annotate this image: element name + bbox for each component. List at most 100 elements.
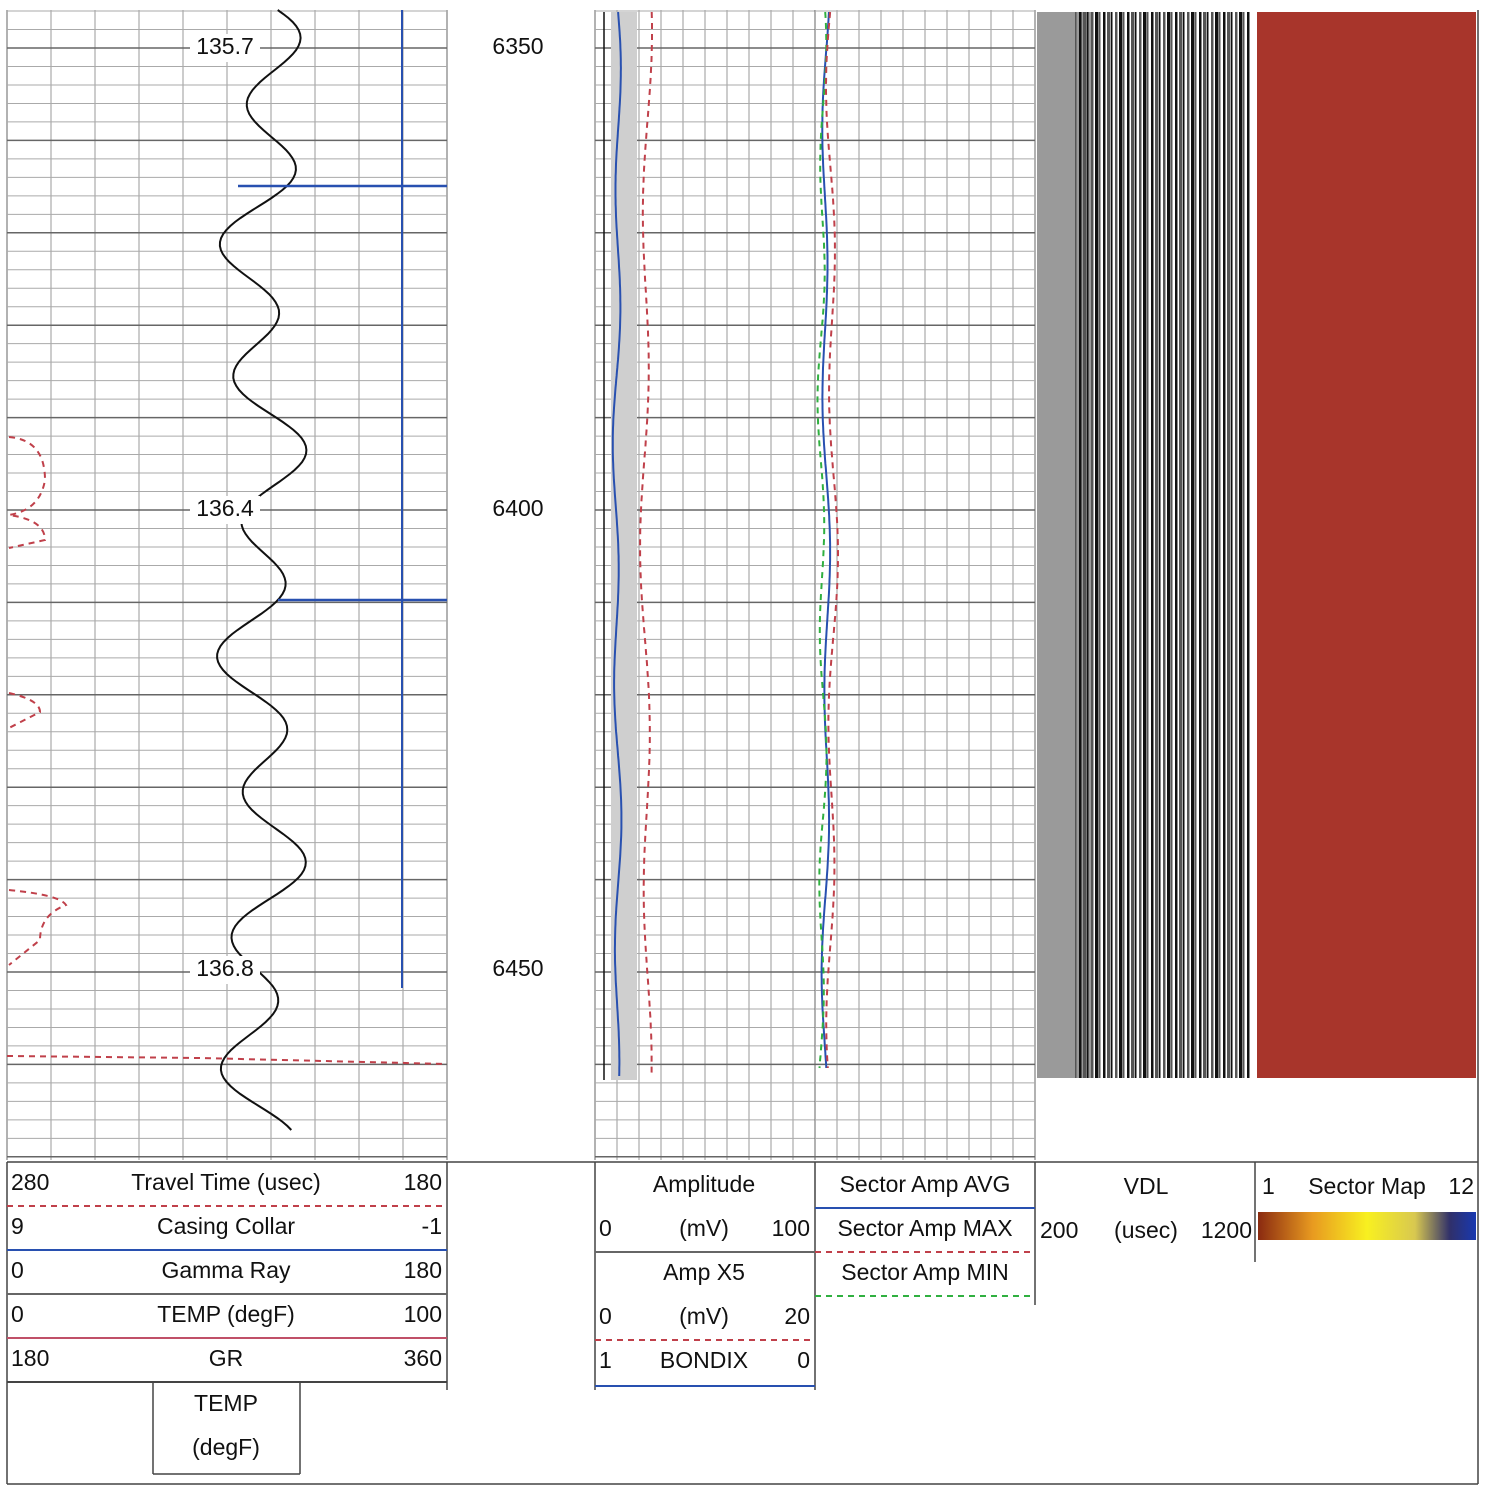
sector-max-curve xyxy=(825,11,839,1069)
temp-box-label: (degF) xyxy=(192,1434,260,1460)
vdl-stripe xyxy=(1119,12,1123,1078)
track-mark: 136.8 xyxy=(196,955,254,981)
vdl-stripe xyxy=(1195,12,1197,1078)
scale-max: 180 xyxy=(404,1257,442,1283)
vdl-stripe xyxy=(1087,12,1089,1078)
depth-label: 6450 xyxy=(492,955,543,981)
vdl-stripe xyxy=(1207,12,1209,1078)
curve-name: TEMP (degF) xyxy=(157,1301,295,1327)
vdl-stripe xyxy=(1107,12,1111,1078)
mark-bg xyxy=(190,956,260,984)
vdl-stripe xyxy=(1247,12,1250,1078)
curve-name: BONDIX xyxy=(660,1347,748,1373)
vdl-stripe xyxy=(1191,12,1195,1078)
scale-max: 180 xyxy=(404,1169,442,1195)
scale-min: 0 xyxy=(599,1303,612,1329)
vdl-stripe xyxy=(1103,12,1106,1078)
scale-min: 1 xyxy=(599,1347,612,1373)
vdl-stripe xyxy=(1235,12,1238,1078)
vdl-stripe xyxy=(1079,12,1082,1078)
vdl-stripe xyxy=(1231,12,1233,1078)
scale-min: 1 xyxy=(1262,1173,1275,1199)
depth-label: 6400 xyxy=(492,495,543,521)
vdl-stripe xyxy=(1159,12,1161,1078)
mark-bg xyxy=(190,34,260,62)
travel-time-curve xyxy=(6,1055,448,1065)
scale-min: 0 xyxy=(11,1257,24,1283)
vdl-stripe xyxy=(1211,12,1214,1078)
vdl-name: VDL xyxy=(1124,1173,1169,1199)
temp-blob xyxy=(8,436,47,549)
track-mark: 135.7 xyxy=(196,33,254,59)
scale-max: 100 xyxy=(404,1301,442,1327)
curve-name: Sector Amp AVG xyxy=(840,1171,1011,1197)
vdl-stripe xyxy=(1219,12,1221,1078)
vdl-stripe xyxy=(1183,12,1185,1078)
scale-min: 9 xyxy=(11,1213,24,1239)
scale-max: 100 xyxy=(772,1215,810,1241)
gr-curve xyxy=(216,9,308,1131)
curve-name: Sector Amp MAX xyxy=(837,1215,1012,1241)
vdl-stripe xyxy=(1199,12,1202,1078)
scale-unit: (mV) xyxy=(679,1215,729,1241)
vdl-stripe xyxy=(1143,12,1147,1078)
vdl-stripe xyxy=(1243,12,1245,1078)
curve-name: Gamma Ray xyxy=(161,1257,291,1283)
vdl-stripe xyxy=(1239,12,1243,1078)
amp-x5-curve xyxy=(639,11,653,1077)
grid xyxy=(6,10,1036,1160)
curve-name: Amp X5 xyxy=(663,1259,745,1285)
scale-unit: (mV) xyxy=(679,1303,729,1329)
temp-box-label: TEMP xyxy=(194,1390,258,1416)
vdl-stripe xyxy=(1151,12,1154,1078)
vdl-stripe xyxy=(1075,12,1077,1078)
vdl-stripe xyxy=(1187,12,1190,1078)
sector-map-name: Sector Map xyxy=(1308,1173,1426,1199)
curves xyxy=(6,9,1476,1240)
vdl-stripe xyxy=(1155,12,1159,1078)
curve-name: Travel Time (usec) xyxy=(131,1169,321,1195)
vdl-stripe xyxy=(1175,12,1178,1078)
scale-max: 360 xyxy=(404,1345,442,1371)
vdl-stripe xyxy=(1111,12,1113,1078)
scale-min: 200 xyxy=(1040,1217,1078,1243)
curve-name: GR xyxy=(209,1345,244,1371)
vdl-stripe xyxy=(1203,12,1207,1078)
vdl-stripe xyxy=(1171,12,1173,1078)
sector-avg-curve xyxy=(820,11,832,1069)
vdl-stripe xyxy=(1095,12,1099,1078)
scale-max: 1200 xyxy=(1201,1217,1252,1243)
depth-label: 6350 xyxy=(492,33,543,59)
vdl-stripe xyxy=(1223,12,1226,1078)
vdl-stripe xyxy=(1167,12,1171,1078)
vdl-stripe xyxy=(1127,12,1130,1078)
amplitude-curve xyxy=(611,11,623,1077)
mark-bg xyxy=(190,496,260,524)
vdl-stripe xyxy=(1147,12,1149,1078)
vdl-stripe xyxy=(1227,12,1231,1078)
scale-min: 180 xyxy=(11,1345,49,1371)
vdl-stripe xyxy=(1091,12,1094,1078)
scale-min: 280 xyxy=(11,1169,49,1195)
vdl-stripe xyxy=(1179,12,1183,1078)
track-mark: 136.4 xyxy=(196,495,254,521)
curve-name: Amplitude xyxy=(653,1171,755,1197)
scale-unit: (usec) xyxy=(1114,1217,1178,1243)
scale-min: 0 xyxy=(11,1301,24,1327)
sector-map-scale xyxy=(1258,1212,1476,1240)
curve-name: Casing Collar xyxy=(157,1213,295,1239)
vdl-stripe xyxy=(1131,12,1135,1078)
vdl-stripe xyxy=(1135,12,1137,1078)
curve-name: Sector Amp MIN xyxy=(841,1259,1008,1285)
scale-max: -1 xyxy=(422,1213,442,1239)
vdl-stripe xyxy=(1099,12,1101,1078)
sector-map xyxy=(1257,12,1476,1078)
vdl-stripe xyxy=(1139,12,1142,1078)
labels: 135.7 6350 136.4 6400 136.8 6450 280 Travel Tim… xyxy=(6,10,1479,1485)
vdl-stripe xyxy=(1083,12,1087,1078)
vdl-stripe xyxy=(1163,12,1166,1078)
vdl-stripe xyxy=(1215,12,1219,1078)
vdl-gray xyxy=(1037,12,1092,1078)
vdl-stripe xyxy=(1123,12,1125,1078)
